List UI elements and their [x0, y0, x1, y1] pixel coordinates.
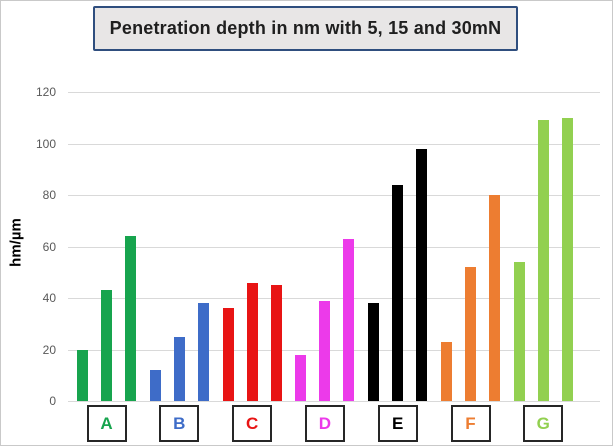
bar-A-5mN [77, 349, 88, 401]
bar-B-15mN [173, 336, 185, 401]
bar-E-30mN [416, 148, 428, 401]
category-label-box-D: D [304, 405, 345, 442]
category-label-box-E: E [377, 405, 418, 442]
bar-D-30mN [343, 238, 355, 401]
category-letter-G: G [536, 413, 550, 433]
category-letter-D: D [318, 413, 332, 433]
gridline-80 [68, 195, 600, 196]
y-tick-label-40: 40 [42, 291, 56, 305]
bar-G-30mN [561, 117, 573, 402]
y-tick-label-100: 100 [35, 136, 56, 151]
bar-D-15mN [319, 300, 331, 401]
bar-B-5mN [149, 370, 161, 401]
bar-C-15mN [246, 282, 258, 401]
y-tick-label-20: 20 [42, 342, 56, 357]
y-tick-label-60: 60 [42, 239, 56, 254]
gridline-120 [68, 92, 600, 93]
bar-E-15mN [392, 184, 404, 401]
category-letter-B: B [173, 413, 186, 433]
category-label-box-G: G [523, 405, 564, 442]
category-label-box-C: C [232, 405, 273, 442]
gridline-40 [68, 298, 600, 299]
bar-G-5mN [513, 261, 525, 401]
bar-E-5mN [368, 303, 380, 401]
category-letter-F: F [465, 413, 476, 433]
chart-title-box: Penetration depth in nm with 5, 15 and 3… [93, 6, 518, 51]
bar-B-30mN [197, 303, 209, 401]
x-axis-baseline [68, 401, 600, 402]
bar-C-5mN [222, 308, 234, 401]
category-letter-C: C [245, 413, 259, 433]
bar-F-30mN [489, 195, 500, 401]
category-letter-A: A [100, 413, 113, 433]
y-axis-title: hm/µm [7, 218, 25, 267]
chart-title: Penetration depth in nm with 5, 15 and 3… [109, 18, 502, 38]
bar-F-15mN [465, 267, 476, 401]
bar-G-15mN [537, 120, 549, 401]
y-tick-label-80: 80 [42, 188, 56, 202]
bar-A-30mN [125, 236, 136, 401]
bar-D-5mN [295, 354, 307, 401]
gridline-60 [68, 246, 600, 248]
category-label-box-F: F [450, 405, 491, 442]
category-letter-E: E [392, 413, 404, 433]
gridline-20 [68, 349, 600, 351]
bar-C-30mN [270, 285, 282, 401]
y-tick-label-0: 0 [49, 394, 56, 408]
bar-A-15mN [101, 290, 112, 401]
gridline-100 [68, 143, 600, 145]
y-tick-label-120: 120 [35, 85, 56, 99]
category-label-box-A: A [86, 405, 127, 442]
bar-F-5mN [441, 341, 452, 401]
category-label-box-B: B [159, 405, 200, 442]
